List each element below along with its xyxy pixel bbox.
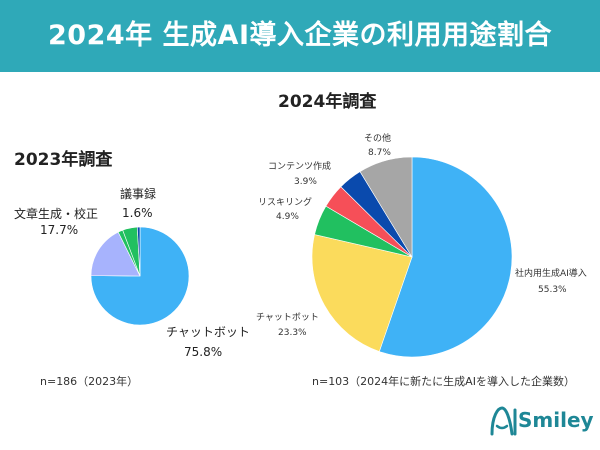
chart-2024-slice-0 [378,156,513,358]
page-title: 2024年 生成AI導入企業の利用用途割合 [48,20,552,51]
slice-2023-value-1: 17.7% [40,223,78,237]
header-bar: 2024年 生成AI導入企業の利用用途割合 [0,0,600,72]
slice-2024-value-2: 4.9% [276,212,299,222]
chart-2023-slice-1 [90,231,141,277]
chart-2023-note: n=186（2023年） [40,374,138,388]
chart-2023-slice-4 [136,226,141,277]
chart-2024-note: n=103（2024年に新たに生成AIを導入した企業数） [312,374,575,388]
smiley-logo-icon [490,406,517,436]
smiley-logo: Smiley [488,404,594,438]
slice-2024-value-5: 8.7% [368,148,391,158]
chart-2024: 2024年調査 社内用生成AI導入 55.3% チャットボット 23.3% リス… [256,91,587,388]
chart-2024-slice-5 [359,156,413,259]
slice-2024-value-4: 3.9% [294,177,317,187]
slice-2023-label-2: 議事録 [120,186,156,201]
chart-2024-pie [311,156,513,358]
slice-2023-value-2: 1.6% [122,206,153,220]
slice-2024-label-1: チャットボット [256,312,319,323]
slice-2024-value-0: 55.3% [538,285,567,295]
slice-2024-label-5: その他 [364,132,391,144]
brand-name: Smiley [518,408,594,432]
slice-2023-value-0: 75.8% [184,345,222,359]
slice-2024-value-1: 23.3% [278,328,307,338]
chart-2023-title: 2023年調査 [14,149,113,170]
slice-2023-label-0: チャットボット [166,325,250,339]
slice-2024-label-0: 社内用生成AI導入 [515,267,587,279]
slice-2024-label-2: リスキリング [258,196,312,208]
slice-2023-label-1: 文章生成・校正 [14,206,98,221]
chart-2024-slice-1 [311,234,413,352]
chart-2023-slice-0 [90,226,190,326]
chart-2024-title: 2024年調査 [278,91,377,112]
slice-2024-label-4: コンテンツ作成 [268,160,331,172]
chart-2023-pie [90,226,190,326]
chart-2023: 2023年調査 チャットボット 75.8% 文章生成・校正 17.7% 議事録 … [14,149,250,388]
